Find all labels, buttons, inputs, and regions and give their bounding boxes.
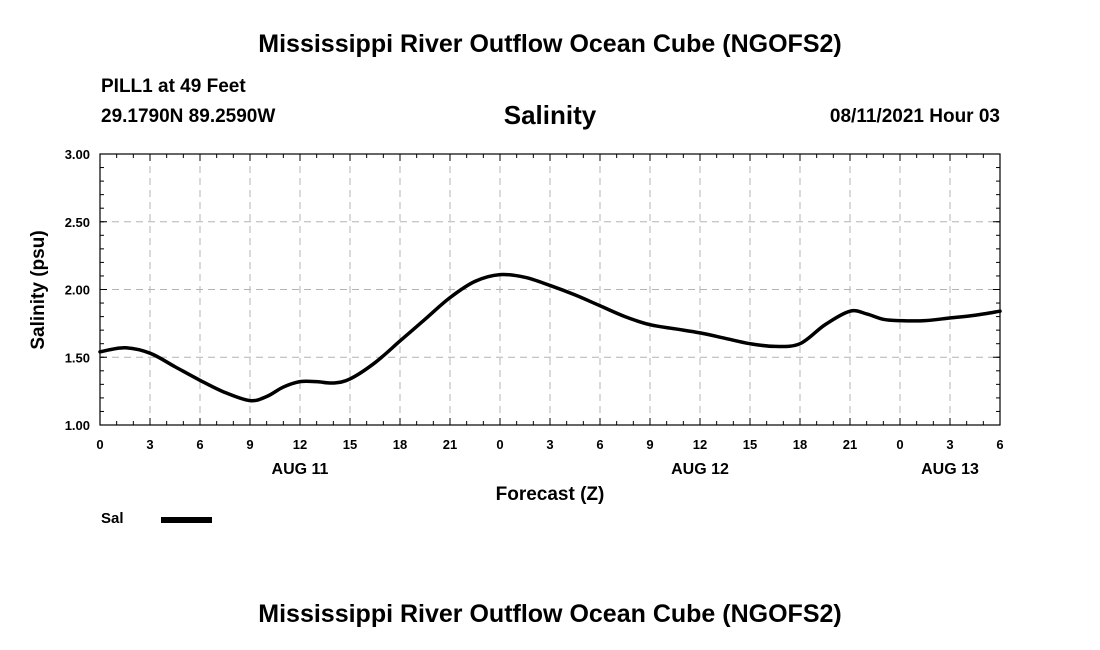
x-tick-label: 0 [496,437,503,452]
x-tick-label: 3 [946,437,953,452]
legend-label: Sal [101,510,124,527]
x-tick-label: 3 [546,437,553,452]
x-tick-label: 15 [343,437,357,452]
x-tick-label: 0 [896,437,903,452]
x-tick-labels: 0 3 6 9 12 15 18 21 0 3 6 9 12 15 18 21 0 3 6 [96,437,1003,452]
y-tick-label: 3.00 [65,147,90,162]
x-axis-label: Forecast (Z) [496,484,605,505]
y-tick-label: 1.50 [65,350,90,365]
footer-title: Mississippi River Outflow Ocean Cube (NG… [258,600,842,628]
x-tick-label: 6 [196,437,203,452]
x-tick-label: 9 [646,437,653,452]
legend-swatch [161,517,212,523]
day-labels: AUG 11 AUG 12 AUG 13 [272,461,979,478]
x-tick-label: 9 [246,437,253,452]
x-tick-label: 12 [293,437,307,452]
x-tick-label: 18 [793,437,807,452]
y-tick-label: 2.50 [65,215,90,230]
day-label: AUG 12 [671,461,729,478]
y-axis-label: Salinity (psu) [28,230,49,349]
day-label: AUG 13 [921,461,979,478]
y-tick-label: 2.00 [65,283,90,298]
x-tick-label: 6 [596,437,603,452]
x-tick-label: 0 [96,437,103,452]
datetime-label: 08/11/2021 Hour 03 [829,106,1000,127]
x-tick-label: 3 [146,437,153,452]
x-tick-label: 12 [693,437,707,452]
day-label: AUG 11 [272,461,329,478]
grid-lines [100,154,1000,425]
y-tick-labels: 1.00 1.50 2.00 2.50 3.00 [65,147,90,433]
chart-title: Mississippi River Outflow Ocean Cube (NG… [258,30,842,58]
x-tick-label: 21 [443,437,457,452]
station-label: PILL1 at 49 Feet [101,76,246,97]
x-tick-label: 18 [393,437,407,452]
plot-frame [99,153,1001,426]
y-tick-label: 1.00 [65,418,90,433]
series-line-sal [98,272,1002,403]
x-tick-label: 15 [743,437,757,452]
axis-ticks [99,153,1001,426]
x-tick-label: 21 [843,437,857,452]
x-tick-label: 6 [996,437,1003,452]
coordinates-label: 29.1790N 89.2590W [101,106,276,127]
variable-label: Salinity [503,100,597,130]
